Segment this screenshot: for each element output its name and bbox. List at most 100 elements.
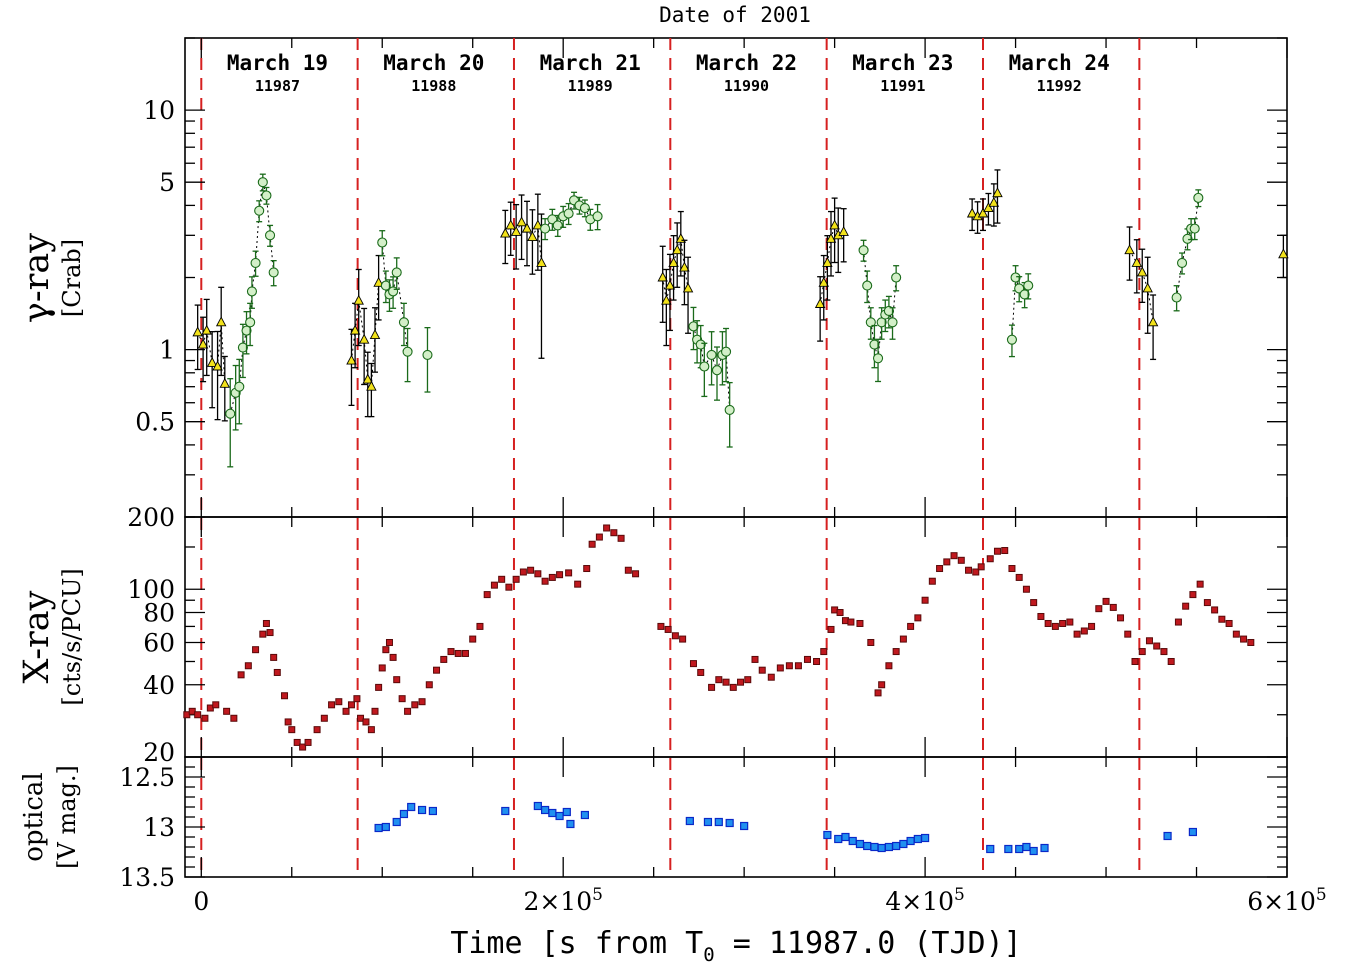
x-tick-label-3: 6×105 <box>1247 885 1327 916</box>
optical-ylabel-unit: [V mag.] <box>53 765 81 869</box>
x-axis-title-rest: = 11987.0 (TJD)] <box>715 926 1022 961</box>
day-label-tjd-0: 11987 <box>255 77 300 95</box>
xray-point-132 <box>1102 597 1110 605</box>
xray-point-21 <box>304 738 312 746</box>
gamma-point-circle-57 <box>1182 233 1193 244</box>
xray-ytick-label-1: 40 <box>143 671 175 700</box>
gamma-point-circle-7 <box>250 257 261 269</box>
gamma-point-circle-54 <box>1023 280 1034 291</box>
gamma-point-circle-39 <box>724 404 735 415</box>
gamma-point-triangle-25 <box>664 279 676 290</box>
xray-point-51 <box>483 591 491 599</box>
gamma-point-triangle-11 <box>362 373 374 384</box>
optical-point-34 <box>986 844 995 854</box>
xray-point-137 <box>1138 648 1146 656</box>
x-tick-label-1: 2×105 <box>523 885 603 916</box>
optical-point-31 <box>906 836 915 846</box>
gamma-connector-1-1 <box>229 392 237 414</box>
gamma-point-triangle-3 <box>206 356 218 367</box>
x-axis-title-main: Time [s from T <box>450 926 703 961</box>
optical-point-22 <box>841 832 850 842</box>
xray-point-105 <box>907 622 915 630</box>
xray-point-104 <box>899 635 907 643</box>
optical-point-30 <box>899 839 908 849</box>
gamma-point-circle-47 <box>883 305 894 316</box>
xray-point-14 <box>270 653 278 661</box>
optical-point-28 <box>884 842 894 852</box>
optical-point-41 <box>1188 827 1198 837</box>
xray-point-114 <box>972 568 980 576</box>
xray-point-29 <box>357 714 365 722</box>
optical-point-8 <box>533 801 542 811</box>
x-axis-title: Time [s from T0 = 11987.0 (TJD)] <box>450 926 1021 966</box>
xray-point-78 <box>708 683 716 691</box>
xray-ylabel-main: X-ray <box>17 590 57 683</box>
xray-point-47 <box>454 649 462 657</box>
xray-point-32 <box>371 707 379 715</box>
xray-point-149 <box>1225 619 1233 627</box>
optical-point-39 <box>1040 843 1049 853</box>
day-label-date-4: March 23 <box>852 51 953 75</box>
x-axis-title-sub: 0 <box>703 944 714 966</box>
xray-point-6 <box>223 707 231 715</box>
gamma-point-circle-33 <box>695 339 706 350</box>
gamma-point-circle-25 <box>563 208 574 219</box>
xray-point-17 <box>284 718 292 726</box>
day-label-tjd-1: 11988 <box>411 77 456 95</box>
optical-point-32 <box>913 834 922 844</box>
x-ray-data <box>183 524 1255 751</box>
xray-point-91 <box>813 657 821 665</box>
optical-point-1 <box>381 822 390 832</box>
xray-point-73 <box>664 625 672 633</box>
optical-point-38 <box>1029 846 1038 856</box>
xray-point-75 <box>679 635 687 643</box>
optical-point-19 <box>740 821 749 831</box>
optical-ylabel: optical [V mag.] <box>19 765 81 869</box>
xray-point-95 <box>836 609 844 617</box>
xray-point-77 <box>697 668 705 676</box>
optical-point-37 <box>1022 842 1031 852</box>
day-labels: March 19 11987 March 20 11988 March 21 11989 M… <box>227 51 1110 95</box>
gamma-point-circle-6 <box>246 286 258 297</box>
xray-point-8 <box>237 671 245 679</box>
xray-point-111 <box>950 552 958 560</box>
xray-point-42 <box>418 698 426 706</box>
gamma-point-circle-41 <box>862 280 873 291</box>
gamma-ytick-label-1: 1 <box>159 336 175 365</box>
xray-point-43 <box>425 681 433 689</box>
gamma-point-circle-5 <box>245 317 256 328</box>
optical-data <box>374 801 1198 856</box>
xray-point-79 <box>715 676 723 684</box>
xray-point-54 <box>505 583 513 591</box>
xray-point-13 <box>266 629 274 637</box>
gamma-point-triangle-22 <box>536 257 547 267</box>
gamma-connector-0-14 <box>374 282 380 336</box>
xray-point-113 <box>965 566 973 574</box>
xray-point-28 <box>353 695 361 703</box>
gamma-point-triangle-17 <box>510 225 522 236</box>
xray-point-142 <box>1174 618 1182 626</box>
xray-point-9 <box>244 662 252 670</box>
gamma-connector-1-34 <box>700 344 705 367</box>
xray-point-107 <box>921 596 929 604</box>
xray-point-146 <box>1203 599 1211 607</box>
gamma-point-circle-17 <box>391 267 402 278</box>
xray-point-38 <box>393 676 401 684</box>
optical-panel-frame <box>184 756 1288 878</box>
xray-ylabel: X-ray [cts/s/PCU] <box>17 568 86 705</box>
xray-point-150 <box>1232 630 1240 638</box>
gamma-point-triangle-42 <box>988 196 1000 207</box>
gamma-point-triangle-20 <box>527 231 538 242</box>
optical-point-23 <box>848 836 857 846</box>
gamma-connector-0-30 <box>683 267 689 289</box>
xray-point-80 <box>722 678 730 686</box>
gamma-point-circle-30 <box>592 211 603 222</box>
xray-point-48 <box>461 649 469 657</box>
gamma-point-circle-51 <box>1010 272 1021 283</box>
xray-point-87 <box>776 664 784 672</box>
xray-point-143 <box>1182 602 1190 610</box>
xray-point-34 <box>378 664 386 672</box>
xray-point-67 <box>603 524 611 532</box>
xray-point-116 <box>986 555 994 563</box>
